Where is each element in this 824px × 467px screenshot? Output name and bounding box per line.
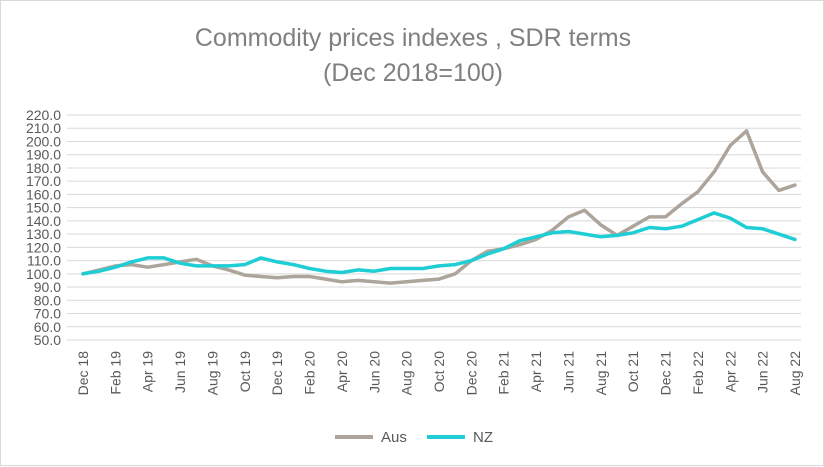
x-tick-label: Feb 21	[496, 351, 512, 395]
x-tick-label: Jun 20	[366, 351, 382, 393]
y-tick-label: 60.0	[34, 319, 61, 335]
x-tick-label: Jun 21	[560, 351, 576, 393]
x-tick-label: Jun 22	[755, 351, 771, 393]
y-tick-label: 180.0	[26, 160, 61, 176]
y-tick-label: 100.0	[26, 266, 61, 282]
y-tick-label: 150.0	[26, 200, 61, 216]
x-tick-label: Apr 19	[140, 351, 156, 392]
x-tick-label: Apr 20	[334, 351, 350, 392]
chart-title: Commodity prices indexes , SDR terms	[195, 24, 631, 52]
x-tick-label: Aug 19	[204, 351, 220, 396]
x-axis-tick-labels: Dec 18 Feb 19 Apr 19 Jun 19 Aug 19 Oct 19 Dec …	[75, 351, 803, 396]
x-tick-label: Apr 22	[722, 351, 738, 392]
chart-subtitle: (Dec 2018=100)	[323, 59, 503, 87]
x-tick-label: Feb 19	[107, 351, 123, 395]
y-tick-label: 110.0	[27, 253, 61, 269]
y-tick-label: 130.0	[26, 226, 61, 242]
x-tick-label: Aug 21	[593, 351, 609, 396]
series-lines	[81, 129, 797, 285]
x-tick-label: Feb 22	[690, 351, 706, 395]
x-tick-label: Dec 20	[463, 351, 479, 396]
y-tick-label: 90.0	[34, 279, 61, 295]
y-tick-label: 80.0	[34, 292, 61, 308]
x-tick-label: Aug 20	[399, 351, 415, 396]
y-tick-label: 70.0	[34, 306, 61, 322]
x-tick-label: Dec 18	[75, 351, 91, 396]
y-axis-tick-labels: 50.060.070.080.090.0100.0110.0120.0130.0…	[26, 107, 61, 348]
legend-label-nz: NZ	[473, 429, 493, 446]
x-tick-label: Oct 20	[431, 351, 447, 392]
x-tick-label: Jun 19	[172, 351, 188, 393]
y-tick-label: 160.0	[26, 186, 61, 202]
x-tick-label: Oct 19	[237, 351, 253, 392]
legend-label-aus: Aus	[381, 429, 407, 446]
y-tick-label: 210.0	[26, 120, 61, 136]
y-tick-label: 220.0	[26, 107, 61, 123]
x-tick-label: Dec 19	[269, 351, 285, 396]
x-tick-label: Dec 21	[658, 351, 674, 396]
series-line-nz	[81, 211, 797, 276]
x-tick-label: Aug 22	[787, 351, 803, 396]
x-tick-label: Apr 21	[528, 351, 544, 392]
y-tick-label: 200.0	[26, 133, 61, 149]
x-tick-label: Oct 21	[625, 351, 641, 392]
y-tick-label: 50.0	[34, 332, 61, 348]
y-tick-label: 170.0	[26, 173, 61, 189]
series-line-aus	[81, 129, 797, 285]
gridlines	[67, 114, 801, 341]
legend: Aus NZ	[335, 429, 493, 446]
x-tick-label: Feb 20	[302, 351, 318, 395]
y-tick-label: 190.0	[26, 147, 61, 163]
y-tick-label: 140.0	[26, 213, 61, 229]
y-tick-label: 120.0	[26, 239, 61, 255]
